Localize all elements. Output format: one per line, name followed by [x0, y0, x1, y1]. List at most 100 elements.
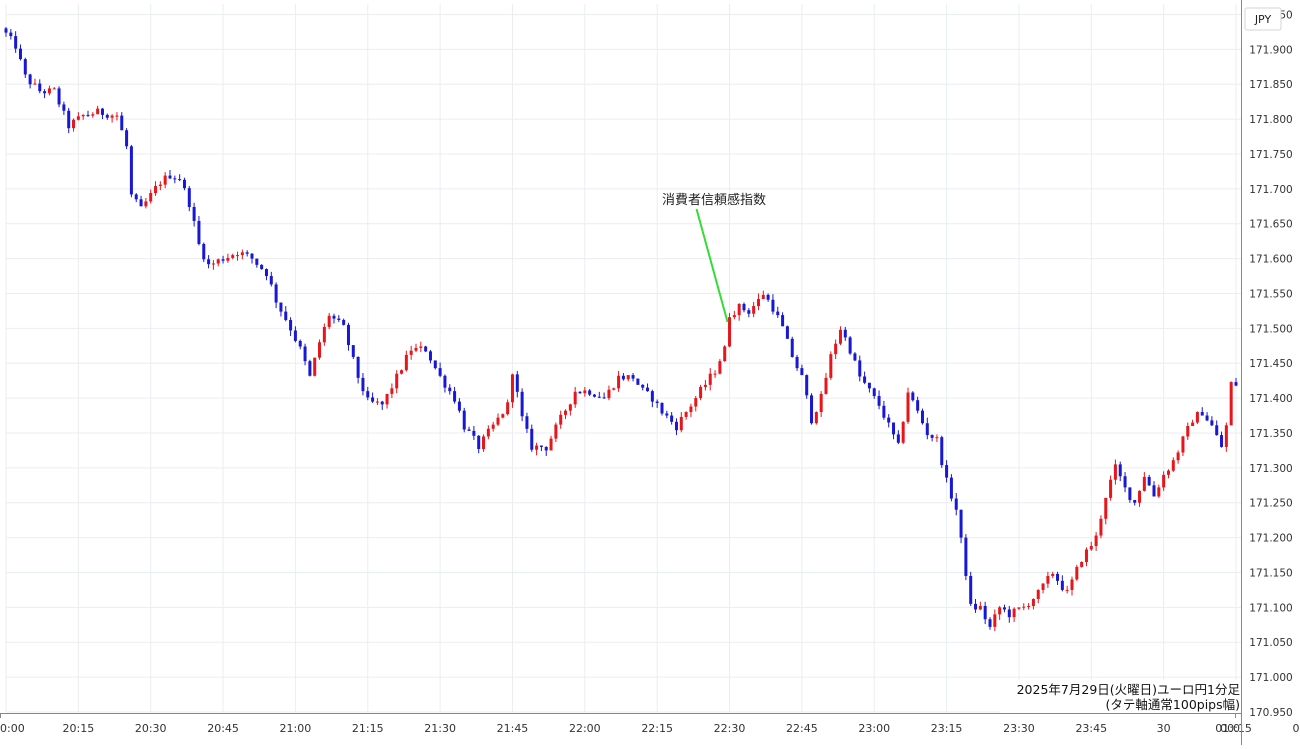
- candle-body: [433, 360, 437, 369]
- candle: [843, 326, 847, 341]
- candle: [781, 312, 785, 327]
- candle: [554, 422, 558, 443]
- candle-body: [1041, 583, 1045, 590]
- candle: [448, 384, 452, 395]
- candle: [366, 386, 370, 401]
- candle: [221, 255, 225, 264]
- candle-body: [1142, 476, 1146, 491]
- y-tick-label: 171.000: [1249, 672, 1292, 684]
- candle-body: [1099, 518, 1103, 536]
- candle-body: [747, 310, 751, 314]
- candle: [216, 258, 220, 267]
- candle-body: [486, 428, 490, 437]
- candle: [337, 315, 341, 323]
- candle-body: [211, 263, 215, 265]
- y-tick-label: 171.500: [1249, 323, 1292, 335]
- candle: [1056, 571, 1060, 586]
- candle-body: [4, 28, 8, 33]
- chart-title: 2025年7月29日(火曜日)ユーロ円1分足: [1017, 682, 1241, 697]
- candle: [322, 323, 326, 346]
- candle: [679, 412, 683, 433]
- candle-body: [9, 32, 13, 37]
- candle: [771, 294, 775, 315]
- candle-body: [115, 115, 119, 117]
- candle: [998, 605, 1002, 620]
- candle-body: [887, 417, 891, 423]
- candle-body: [674, 421, 678, 431]
- candle: [269, 271, 273, 287]
- candle-body: [872, 388, 876, 397]
- candle-body: [255, 258, 259, 265]
- candle-body: [935, 437, 939, 439]
- candle-body: [1031, 598, 1035, 606]
- candle-body: [1147, 476, 1151, 486]
- candle: [920, 408, 924, 425]
- candle: [1133, 499, 1137, 506]
- candle: [887, 414, 891, 428]
- candle-body: [260, 264, 264, 270]
- candle: [1234, 377, 1238, 387]
- candle-body: [313, 357, 317, 376]
- candle: [129, 144, 133, 198]
- candle-body: [920, 410, 924, 424]
- candle-body: [303, 346, 307, 362]
- candle-body: [62, 104, 66, 111]
- candle: [72, 118, 76, 132]
- annotation-label: 消費者信頼感指数: [662, 192, 766, 208]
- candle: [202, 242, 206, 263]
- candle: [23, 57, 27, 78]
- candle: [766, 293, 770, 302]
- candle-body: [829, 354, 833, 378]
- candle: [1017, 607, 1021, 611]
- candle-body: [592, 394, 596, 397]
- candle: [636, 378, 640, 385]
- candle: [168, 170, 172, 180]
- candle-body: [1220, 435, 1224, 447]
- candle: [457, 398, 461, 413]
- candle: [573, 386, 577, 408]
- candle-body: [52, 88, 56, 90]
- candle-body: [110, 115, 114, 118]
- candle: [819, 391, 823, 417]
- candle-body: [573, 391, 577, 405]
- candle: [472, 426, 476, 440]
- candle: [1080, 561, 1084, 568]
- candle-body: [766, 294, 770, 300]
- candle-body: [906, 392, 910, 422]
- candle: [935, 434, 939, 443]
- candle-body: [226, 257, 230, 261]
- y-tick-label: 171.600: [1249, 254, 1292, 266]
- candle-body: [525, 416, 529, 429]
- candle-body: [568, 404, 572, 411]
- candle-body: [1234, 382, 1238, 386]
- candle: [660, 402, 664, 416]
- candle-body: [1094, 535, 1098, 546]
- candle: [1084, 547, 1088, 567]
- candle-body: [1152, 485, 1156, 497]
- candle-body: [207, 259, 211, 265]
- candle-body: [18, 48, 22, 60]
- candle: [1118, 461, 1122, 482]
- y-tick-label: 170.950: [1249, 707, 1292, 719]
- candle: [462, 407, 466, 433]
- candle: [1046, 571, 1050, 588]
- candle-body: [684, 412, 688, 417]
- candle: [1152, 481, 1156, 497]
- candle: [969, 571, 973, 606]
- candle: [858, 355, 862, 382]
- candle: [33, 78, 37, 85]
- candle-body: [1166, 470, 1170, 475]
- candle: [1171, 457, 1175, 473]
- candle: [371, 392, 375, 403]
- candle-body: [559, 414, 563, 425]
- candle: [1031, 598, 1035, 610]
- y-tick-label: 171.450: [1249, 358, 1292, 370]
- candle: [621, 372, 625, 381]
- candle: [954, 492, 958, 516]
- candle-body: [785, 326, 789, 339]
- candle-body: [641, 384, 645, 388]
- candle: [76, 112, 80, 121]
- candle-body: [694, 398, 698, 407]
- candle-body: [925, 423, 929, 436]
